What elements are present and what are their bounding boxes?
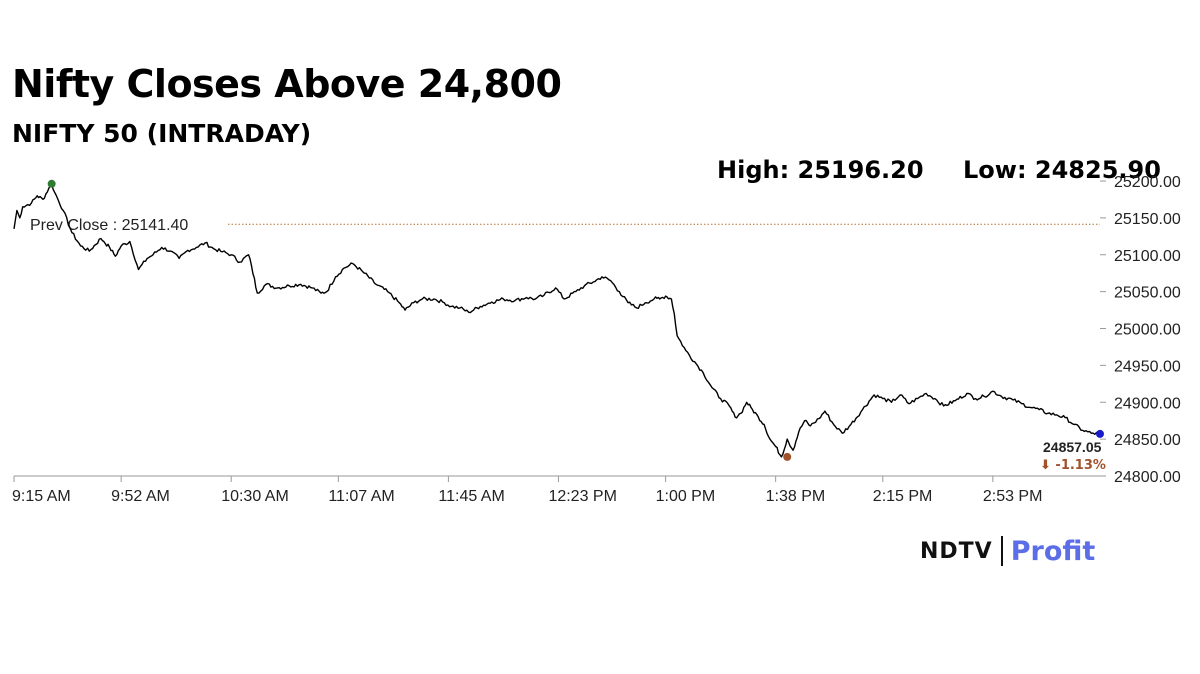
x-tick-label: 12:23 PM xyxy=(548,488,616,505)
x-tick-label: 11:45 AM xyxy=(438,488,504,505)
last-value-label: 24857.05 xyxy=(1043,439,1102,455)
logo-ndtv-text: NDTV xyxy=(920,538,993,564)
logo-profit-text: Profit xyxy=(1010,535,1096,567)
change-percent-label: ⬇ -1.13% xyxy=(1040,458,1106,473)
series-group xyxy=(13,183,1101,458)
prev-close-group: Prev Close : 25141.40 xyxy=(30,217,1100,234)
axis-group: 9:15 AM 9:52 AM 10:30 AM 11:07 AM 11:45 AM 12… xyxy=(12,174,1181,505)
prev-close-label: Prev Close : 25141.40 xyxy=(30,217,188,234)
y-tick-label: 24950.00 xyxy=(1114,358,1181,375)
y-tick-label: 25050.00 xyxy=(1114,285,1181,302)
x-tick-label: 2:53 PM xyxy=(983,488,1043,505)
y-tick-label: 24900.00 xyxy=(1114,395,1181,412)
logo-divider xyxy=(1000,536,1003,566)
ndtv-profit-logo: NDTV Profit xyxy=(920,534,1095,568)
high-stat: High: 25196.20 xyxy=(717,156,924,184)
x-tick-label: 10:30 AM xyxy=(221,488,289,505)
x-tick-label: 1:00 PM xyxy=(656,488,716,505)
y-tick-label: 25100.00 xyxy=(1114,248,1181,265)
low-stat: Low: 24825.90 xyxy=(963,156,1161,184)
y-tick-label: 25150.00 xyxy=(1114,211,1181,228)
x-tick-label: 9:52 AM xyxy=(111,488,170,505)
x-tick-label: 11:07 AM xyxy=(328,488,394,505)
x-tick-label: 1:38 PM xyxy=(766,488,826,505)
x-tick-label: 2:15 PM xyxy=(873,488,933,505)
chart-subtitle: NIFTY 50 (INTRADAY) xyxy=(12,119,312,148)
y-tick-label: 24800.00 xyxy=(1114,469,1181,486)
y-tick-label: 25200.00 xyxy=(1114,174,1181,191)
x-tick-label: 9:15 AM xyxy=(12,488,71,505)
marker-group xyxy=(47,179,1104,461)
label-group: 24857.05 ⬇ -1.13% xyxy=(1040,439,1106,473)
high-marker xyxy=(47,179,56,188)
y-tick-label: 25000.00 xyxy=(1114,322,1181,339)
price-series-line-0 xyxy=(13,183,1101,458)
headline: Nifty Closes Above 24,800 xyxy=(12,62,562,106)
low-marker xyxy=(783,452,792,461)
y-tick-label: 24850.00 xyxy=(1114,432,1181,449)
last-marker xyxy=(1096,429,1104,438)
